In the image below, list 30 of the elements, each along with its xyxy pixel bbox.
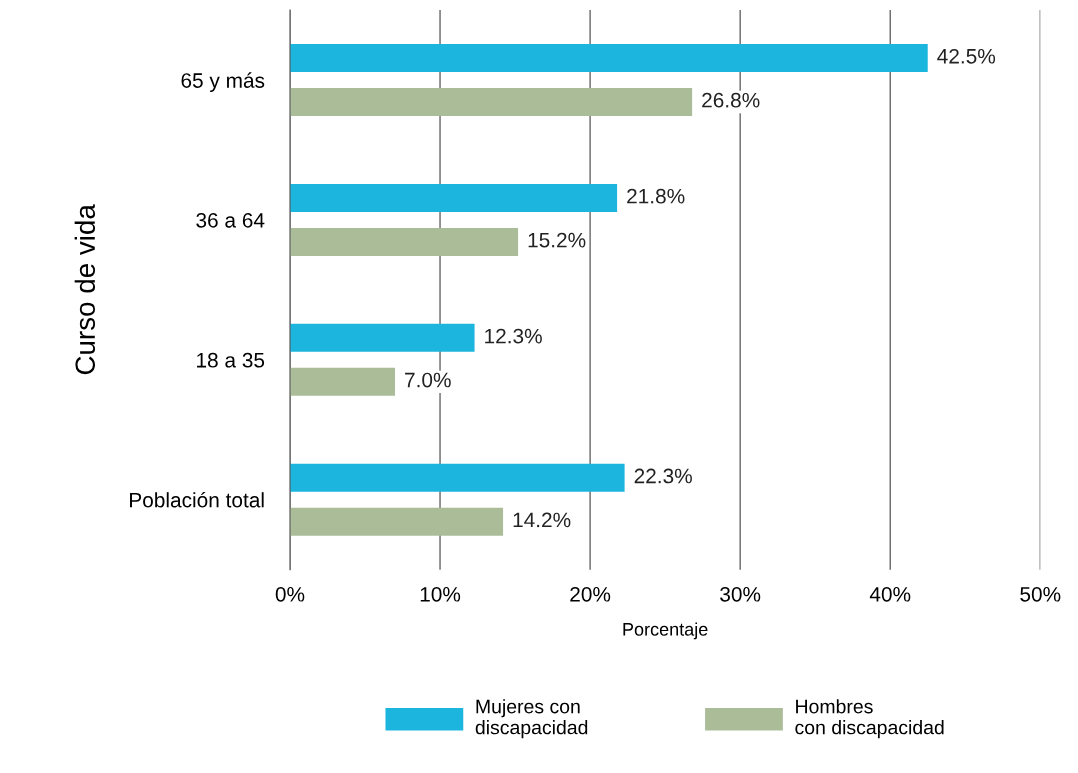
bar — [289, 507, 504, 536]
x-tick-label: 20% — [570, 586, 611, 602]
y-tick-label: 36 a 64 — [196, 212, 265, 228]
data-label: 21.8% — [627, 188, 685, 204]
x-tick-label: 0% — [275, 586, 305, 602]
data-label: 22.3% — [634, 468, 692, 484]
x-tick-label: 10% — [420, 586, 461, 602]
legend-label: Hombres con discapacidad — [795, 699, 944, 739]
bar — [289, 367, 396, 396]
bar — [289, 87, 693, 116]
legend-label: Mujeres con discapacidad — [475, 699, 588, 739]
bar — [289, 463, 625, 492]
x-tick-label: 30% — [720, 586, 761, 602]
y-tick-label: 18 a 35 — [197, 352, 265, 368]
data-label: 7.0% — [405, 372, 451, 388]
bar — [289, 323, 475, 352]
data-label: 26.8% — [702, 92, 760, 108]
data-label: 14.2% — [513, 512, 571, 528]
data-label: 42.5% — [937, 48, 996, 64]
x-tick-label: 50% — [1020, 586, 1061, 602]
bar — [289, 227, 519, 256]
bar — [289, 183, 618, 212]
x-tick-label: 40% — [869, 586, 911, 602]
bar — [289, 44, 928, 73]
data-label: 15.2% — [528, 232, 586, 248]
y-tick-label: 65 y más — [181, 72, 265, 92]
y-tick-label: Población total — [130, 491, 264, 508]
x-axis-title: Porcentaje — [623, 622, 708, 640]
data-label: 12.3% — [485, 328, 542, 344]
y-axis-title: Curso de vida — [74, 204, 96, 375]
